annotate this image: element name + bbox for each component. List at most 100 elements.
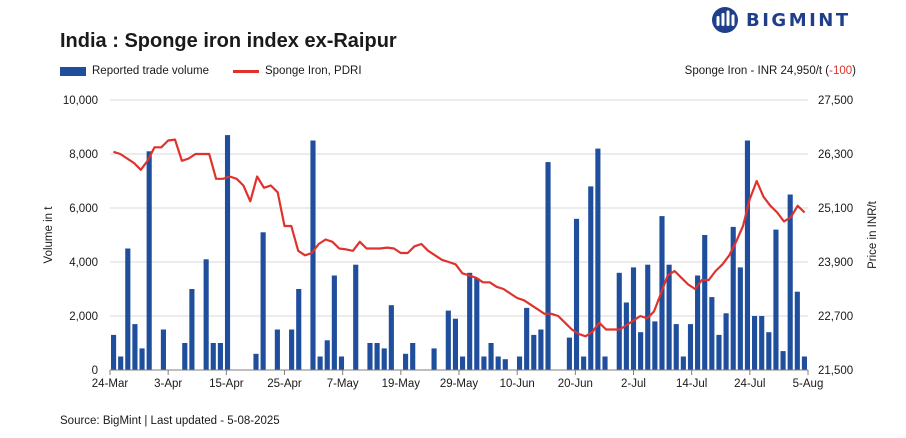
volume-bar [381,348,387,370]
volume-bar [338,356,345,370]
volume-bar [666,264,672,370]
y-tick-left: 6,000 [69,203,98,215]
volume-bar [139,348,145,370]
volume-bar [459,356,466,370]
volume-bar [581,356,587,370]
x-tick-label: 20-Jun [558,378,593,390]
volume-bar [502,359,508,370]
volume-bar [431,348,437,370]
y-tick-left: 4,000 [69,257,98,269]
y-axis-title-right: Price in INR/t [867,200,879,269]
y-tick-right: 25,100 [818,203,853,215]
volume-bar [182,343,188,370]
x-tick-label: 29-May [440,378,479,390]
y-tick-left: 0 [92,365,98,377]
brand-name: BIGMINT [746,9,851,31]
volume-bar [638,332,644,370]
y-tick-right: 22,700 [818,311,853,323]
volume-bar [474,278,480,370]
bigmint-logo-icon [712,7,738,33]
y-tick-right: 23,900 [818,257,853,269]
x-tick-label: 2-Jul [621,378,646,390]
volume-bar [616,272,622,370]
x-tick-label: 14-Jul [676,378,707,390]
x-tick-label: 5-Aug [793,378,824,390]
y-tick-right: 26,300 [818,149,853,161]
volume-bar [403,353,409,370]
volume-bar [723,313,729,370]
y-tick-left: 10,000 [63,95,98,107]
volume-bar [716,334,722,370]
brand-logo: BIGMINT [710,6,851,34]
volume-bar [573,218,580,370]
volume-bar [794,291,800,370]
volume-bar [595,148,601,370]
volume-bar [730,226,736,370]
volume-bar [296,289,302,370]
volume-bar [110,334,117,370]
source-note: Source: BigMint | Last updated - 5-08-20… [60,415,280,427]
x-tick-label: 7-May [327,378,359,390]
volume-bar [524,307,530,370]
volume-bar [787,194,793,370]
volume-bar [118,356,124,370]
volume-bar [367,343,373,370]
volume-bar [766,332,772,370]
volume-bar [210,343,216,370]
volume-bar [630,267,637,370]
volume-bar [324,340,330,370]
volume-bar [687,324,694,370]
volume-bar [801,356,808,370]
volume-bar [146,151,152,370]
x-tick-label: 10-Jun [500,378,535,390]
volume-bar [488,343,494,370]
volume-bar [203,259,209,370]
volume-bar [388,305,394,370]
volume-bar [752,316,758,370]
legend-label-price: Sponge Iron, PDRI [264,65,362,77]
volume-bar [132,324,138,370]
volume-bar [374,343,380,370]
x-tick-label: 24-Mar [92,378,129,390]
volume-bar [217,343,223,370]
volume-bar [274,329,280,370]
volume-bar [516,356,523,370]
volume-bar [410,343,416,370]
volume-bar [545,162,551,370]
volume-bar [260,232,266,370]
volume-bar [495,356,501,370]
legend-swatch-price [232,69,259,73]
volume-bar [780,351,786,370]
volume-bar [310,140,316,370]
legend-swatch-volume [60,66,86,76]
volume-bar [224,135,231,370]
volume-bar [737,267,743,370]
volume-bar [289,329,295,370]
volume-bar [531,334,537,370]
volume-bar [538,329,544,370]
volume-bar [331,275,337,370]
volume-bar [759,316,765,370]
volume-bar [160,329,166,370]
volume-bar [125,248,131,370]
y-tick-right: 27,500 [818,95,853,107]
volume-bar [452,318,459,370]
x-tick-label: 19-May [382,378,421,390]
volume-bar [189,289,195,370]
volume-bar [253,353,259,370]
volume-bar [773,229,779,370]
volume-bar [481,356,487,370]
legend-label-volume: Reported trade volume [92,65,209,77]
volume-bar [652,321,658,370]
volume-bar [588,186,594,370]
volume-bar [673,324,679,370]
chart-title: India : Sponge iron index ex-Raipur [60,30,397,52]
price-note-prefix: Sponge Iron - INR 24,950/t ( [684,65,830,77]
volume-bar [317,356,323,370]
price-line [113,138,806,338]
x-tick-label: 15-Apr [209,378,244,390]
y-tick-left: 2,000 [69,311,98,323]
volume-bar [744,140,751,370]
y-tick-right: 21,500 [818,365,853,377]
volume-bar [695,275,701,370]
